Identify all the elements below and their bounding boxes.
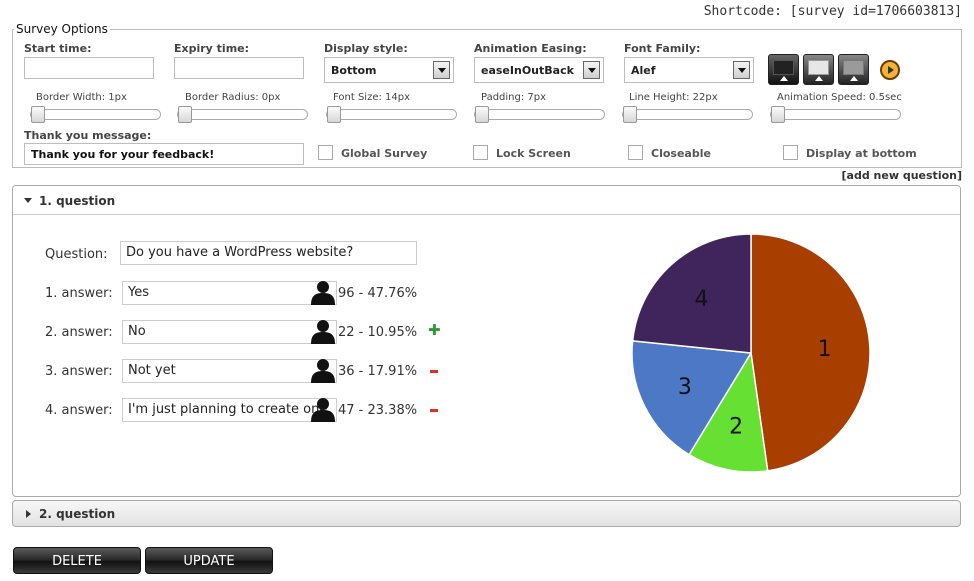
border-radius-slider[interactable] bbox=[177, 109, 308, 120]
font-size-label: Font Size: 14px bbox=[333, 92, 411, 103]
pie-slice-2 bbox=[688, 350, 769, 473]
border-width-label: Border Width: 1px bbox=[36, 92, 127, 103]
border-width-handle[interactable] bbox=[31, 106, 45, 123]
style-gray-icon[interactable] bbox=[838, 54, 869, 85]
animation-speed-slider[interactable] bbox=[770, 109, 901, 120]
display-at-bottom-checkbox[interactable] bbox=[783, 145, 798, 160]
global-survey-checkbox[interactable] bbox=[318, 145, 333, 160]
caret-right-icon bbox=[26, 510, 31, 518]
answer-4-stat: 47 - 23.38% bbox=[338, 403, 418, 418]
animation-speed-label: Animation Speed: 0.5sec bbox=[777, 92, 902, 103]
question-input[interactable]: Do you have a WordPress website? bbox=[120, 241, 417, 265]
user-icon bbox=[311, 359, 335, 383]
display-style-label: Display style: bbox=[324, 42, 408, 55]
font-size-handle[interactable] bbox=[327, 106, 341, 123]
start-time-input[interactable] bbox=[24, 57, 154, 79]
padding-label: Padding: 7px bbox=[481, 92, 547, 103]
play-icon[interactable] bbox=[880, 60, 900, 80]
expiry-time-label: Expiry time: bbox=[174, 42, 250, 55]
chevron-down-icon[interactable] bbox=[733, 61, 750, 79]
survey-options-panel: Survey Options bbox=[12, 22, 962, 168]
line-height-slider[interactable] bbox=[622, 109, 753, 120]
answer-4-label: 4. answer: bbox=[45, 403, 113, 418]
remove-answer-icon[interactable] bbox=[430, 370, 438, 373]
font-family-select[interactable]: Alef bbox=[624, 57, 754, 83]
animation-easing-value: easeInOutBack bbox=[481, 64, 574, 77]
chevron-down-icon[interactable] bbox=[433, 61, 450, 79]
update-button[interactable]: UPDATE bbox=[145, 547, 273, 574]
user-icon bbox=[311, 398, 335, 422]
style-dark-icon[interactable] bbox=[768, 54, 799, 85]
padding-handle[interactable] bbox=[475, 106, 489, 123]
expiry-time-input[interactable] bbox=[174, 57, 304, 79]
border-radius-handle[interactable] bbox=[178, 106, 192, 123]
pie-slice-1 bbox=[750, 233, 871, 472]
question-2-header[interactable]: 2. question bbox=[12, 500, 961, 527]
pie-label-1: 1 bbox=[818, 337, 832, 362]
add-answer-icon[interactable]: ✚ bbox=[428, 321, 441, 339]
font-size-slider[interactable] bbox=[326, 109, 457, 120]
start-time-label: Start time: bbox=[24, 42, 92, 55]
animation-easing-label: Animation Easing: bbox=[474, 42, 587, 55]
lock-screen-label: Lock Screen bbox=[496, 147, 571, 160]
question-1-header[interactable]: 1. question bbox=[13, 186, 960, 215]
closeable-label: Closeable bbox=[651, 147, 711, 160]
answer-4-input[interactable]: I'm just planning to create one bbox=[122, 398, 337, 422]
line-height-label: Line Height: 22px bbox=[629, 92, 718, 103]
chevron-down-icon[interactable] bbox=[583, 61, 600, 79]
global-survey-label: Global Survey bbox=[341, 147, 428, 160]
line-height-handle[interactable] bbox=[623, 106, 637, 123]
answer-2-label: 2. answer: bbox=[45, 325, 113, 340]
display-style-select[interactable]: Bottom bbox=[324, 57, 454, 83]
animation-speed-handle[interactable] bbox=[771, 106, 785, 123]
answer-1-input[interactable]: Yes bbox=[122, 281, 337, 305]
answer-3-label: 3. answer: bbox=[45, 364, 113, 379]
pie-label-2: 2 bbox=[729, 414, 743, 439]
border-radius-label: Border Radius: 0px bbox=[185, 92, 281, 103]
results-pie-chart: 1 2 3 4 bbox=[631, 233, 871, 473]
font-family-label: Font Family: bbox=[624, 42, 701, 55]
remove-answer-icon[interactable] bbox=[430, 409, 438, 412]
answer-1-label: 1. answer: bbox=[45, 286, 113, 301]
question-1-title: 1. question bbox=[39, 194, 116, 208]
answer-3-input[interactable]: Not yet bbox=[122, 359, 337, 383]
delete-button[interactable]: DELETE bbox=[13, 547, 141, 574]
user-icon bbox=[311, 281, 335, 305]
pie-label-4: 4 bbox=[695, 287, 709, 312]
display-at-bottom-label: Display at bottom bbox=[806, 147, 917, 160]
pie-slice-4 bbox=[631, 233, 752, 354]
answer-2-input[interactable]: No bbox=[122, 320, 337, 344]
caret-down-icon bbox=[24, 198, 32, 203]
border-width-slider[interactable] bbox=[30, 109, 161, 120]
question-label: Question: bbox=[45, 247, 108, 262]
add-new-question-link[interactable]: [add new question] bbox=[841, 169, 962, 182]
thank-you-label: Thank you message: bbox=[24, 129, 152, 142]
animation-easing-select[interactable]: easeInOutBack bbox=[474, 57, 604, 83]
lock-screen-checkbox[interactable] bbox=[473, 145, 488, 160]
shortcode-text: Shortcode: [survey id=1706603813] bbox=[703, 4, 962, 19]
padding-slider[interactable] bbox=[474, 109, 605, 120]
answer-1-stat: 96 - 47.76% bbox=[338, 286, 418, 301]
question-2-title: 2. question bbox=[39, 507, 116, 521]
pie-slice-3 bbox=[631, 340, 753, 456]
survey-options-legend: Survey Options bbox=[16, 22, 108, 36]
style-light-icon[interactable] bbox=[803, 54, 834, 85]
thank-you-input[interactable]: Thank you for your feedback! bbox=[24, 143, 304, 165]
closeable-checkbox[interactable] bbox=[628, 145, 643, 160]
answer-3-stat: 36 - 17.91% bbox=[338, 364, 418, 379]
font-family-value: Alef bbox=[631, 64, 656, 77]
pie-label-3: 3 bbox=[678, 375, 692, 400]
answer-2-stat: 22 - 10.95% bbox=[338, 325, 418, 340]
display-style-value: Bottom bbox=[331, 64, 377, 77]
user-icon bbox=[311, 320, 335, 344]
